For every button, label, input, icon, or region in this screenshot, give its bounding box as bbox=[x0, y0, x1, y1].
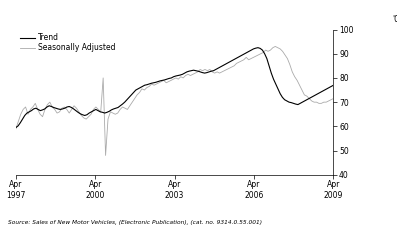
Text: '000: '000 bbox=[392, 15, 397, 24]
Text: Source: Sales of New Motor Vehicles, (Electronic Publication), (cat. no. 9314.0.: Source: Sales of New Motor Vehicles, (El… bbox=[8, 220, 262, 225]
Legend: Trend, Seasonally Adjusted: Trend, Seasonally Adjusted bbox=[20, 33, 116, 52]
